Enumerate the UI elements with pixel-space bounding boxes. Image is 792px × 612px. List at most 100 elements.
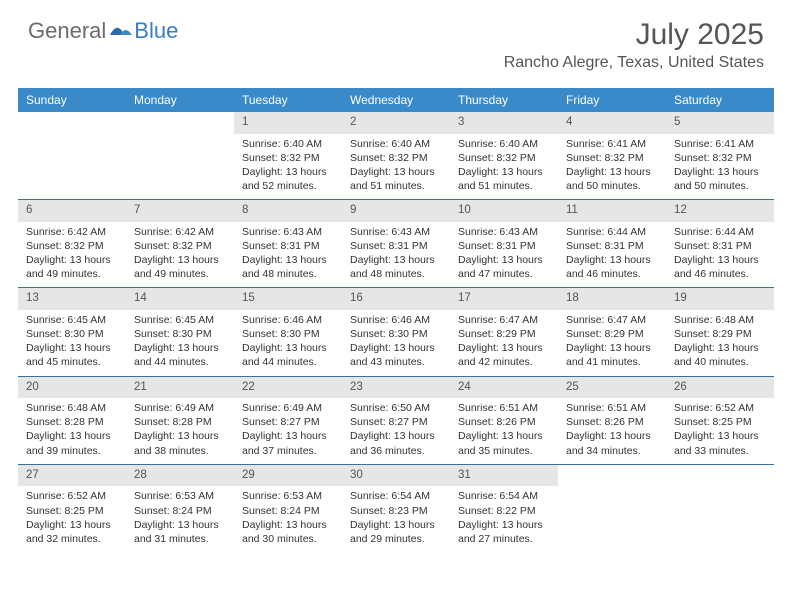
logo-text-general: General xyxy=(28,18,106,44)
sunset-text: Sunset: 8:30 PM xyxy=(242,327,336,341)
calendar-day: 17Sunrise: 6:47 AMSunset: 8:29 PMDayligh… xyxy=(450,288,558,375)
calendar-day: 8Sunrise: 6:43 AMSunset: 8:31 PMDaylight… xyxy=(234,200,342,287)
sunrise-text: Sunrise: 6:52 AM xyxy=(26,489,120,503)
day-details: Sunrise: 6:40 AMSunset: 8:32 PMDaylight:… xyxy=(342,134,450,200)
sunrise-text: Sunrise: 6:45 AM xyxy=(134,313,228,327)
calendar-day: 7Sunrise: 6:42 AMSunset: 8:32 PMDaylight… xyxy=(126,200,234,287)
daylight-text: Daylight: 13 hours and 48 minutes. xyxy=(242,253,336,281)
calendar-day: 3Sunrise: 6:40 AMSunset: 8:32 PMDaylight… xyxy=(450,112,558,199)
calendar-day: 30Sunrise: 6:54 AMSunset: 8:23 PMDayligh… xyxy=(342,465,450,552)
day-number: 18 xyxy=(558,288,666,310)
weekday-header: Saturday xyxy=(666,88,774,112)
day-number: 16 xyxy=(342,288,450,310)
day-details: Sunrise: 6:53 AMSunset: 8:24 PMDaylight:… xyxy=(234,486,342,552)
title-block: July 2025 Rancho Alegre, Texas, United S… xyxy=(504,18,764,72)
sunset-text: Sunset: 8:32 PM xyxy=(134,239,228,253)
day-details: Sunrise: 6:43 AMSunset: 8:31 PMDaylight:… xyxy=(234,222,342,288)
daylight-text: Daylight: 13 hours and 30 minutes. xyxy=(242,518,336,546)
sunrise-text: Sunrise: 6:51 AM xyxy=(566,401,660,415)
day-number: 31 xyxy=(450,465,558,487)
sunset-text: Sunset: 8:22 PM xyxy=(458,504,552,518)
day-number: 2 xyxy=(342,112,450,134)
sunrise-text: Sunrise: 6:40 AM xyxy=(242,137,336,151)
calendar-day: 21Sunrise: 6:49 AMSunset: 8:28 PMDayligh… xyxy=(126,377,234,464)
sunrise-text: Sunrise: 6:41 AM xyxy=(674,137,768,151)
sunset-text: Sunset: 8:28 PM xyxy=(134,415,228,429)
sunrise-text: Sunrise: 6:44 AM xyxy=(566,225,660,239)
sunrise-text: Sunrise: 6:41 AM xyxy=(566,137,660,151)
day-number: 1 xyxy=(234,112,342,134)
sunset-text: Sunset: 8:28 PM xyxy=(26,415,120,429)
day-number: 12 xyxy=(666,200,774,222)
day-details: Sunrise: 6:46 AMSunset: 8:30 PMDaylight:… xyxy=(342,310,450,376)
sunrise-text: Sunrise: 6:47 AM xyxy=(458,313,552,327)
calendar-day: 10Sunrise: 6:43 AMSunset: 8:31 PMDayligh… xyxy=(450,200,558,287)
sunrise-text: Sunrise: 6:46 AM xyxy=(350,313,444,327)
calendar-day: 15Sunrise: 6:46 AMSunset: 8:30 PMDayligh… xyxy=(234,288,342,375)
calendar-day: 4Sunrise: 6:41 AMSunset: 8:32 PMDaylight… xyxy=(558,112,666,199)
weekday-header: Thursday xyxy=(450,88,558,112)
day-details: Sunrise: 6:43 AMSunset: 8:31 PMDaylight:… xyxy=(342,222,450,288)
calendar-day: 20Sunrise: 6:48 AMSunset: 8:28 PMDayligh… xyxy=(18,377,126,464)
sunrise-text: Sunrise: 6:44 AM xyxy=(674,225,768,239)
day-number: 17 xyxy=(450,288,558,310)
calendar-day: 22Sunrise: 6:49 AMSunset: 8:27 PMDayligh… xyxy=(234,377,342,464)
daylight-text: Daylight: 13 hours and 33 minutes. xyxy=(674,429,768,457)
day-details: Sunrise: 6:49 AMSunset: 8:27 PMDaylight:… xyxy=(234,398,342,464)
day-details: Sunrise: 6:50 AMSunset: 8:27 PMDaylight:… xyxy=(342,398,450,464)
daylight-text: Daylight: 13 hours and 52 minutes. xyxy=(242,165,336,193)
page-title: July 2025 xyxy=(504,18,764,52)
sunrise-text: Sunrise: 6:49 AM xyxy=(242,401,336,415)
calendar-week-row: 1Sunrise: 6:40 AMSunset: 8:32 PMDaylight… xyxy=(18,112,774,200)
daylight-text: Daylight: 13 hours and 40 minutes. xyxy=(674,341,768,369)
day-details: Sunrise: 6:42 AMSunset: 8:32 PMDaylight:… xyxy=(126,222,234,288)
calendar-day: 25Sunrise: 6:51 AMSunset: 8:26 PMDayligh… xyxy=(558,377,666,464)
day-details: Sunrise: 6:51 AMSunset: 8:26 PMDaylight:… xyxy=(558,398,666,464)
weekday-header: Friday xyxy=(558,88,666,112)
sunset-text: Sunset: 8:30 PM xyxy=(134,327,228,341)
day-details: Sunrise: 6:41 AMSunset: 8:32 PMDaylight:… xyxy=(666,134,774,200)
day-details: Sunrise: 6:42 AMSunset: 8:32 PMDaylight:… xyxy=(18,222,126,288)
weekday-header: Sunday xyxy=(18,88,126,112)
day-details: Sunrise: 6:43 AMSunset: 8:31 PMDaylight:… xyxy=(450,222,558,288)
daylight-text: Daylight: 13 hours and 32 minutes. xyxy=(26,518,120,546)
calendar-day: 29Sunrise: 6:53 AMSunset: 8:24 PMDayligh… xyxy=(234,465,342,552)
day-details: Sunrise: 6:51 AMSunset: 8:26 PMDaylight:… xyxy=(450,398,558,464)
sunset-text: Sunset: 8:24 PM xyxy=(242,504,336,518)
daylight-text: Daylight: 13 hours and 49 minutes. xyxy=(134,253,228,281)
daylight-text: Daylight: 13 hours and 51 minutes. xyxy=(458,165,552,193)
day-number: 9 xyxy=(342,200,450,222)
sunrise-text: Sunrise: 6:50 AM xyxy=(350,401,444,415)
calendar-week-row: 27Sunrise: 6:52 AMSunset: 8:25 PMDayligh… xyxy=(18,465,774,552)
day-details: Sunrise: 6:52 AMSunset: 8:25 PMDaylight:… xyxy=(18,486,126,552)
sunset-text: Sunset: 8:32 PM xyxy=(674,151,768,165)
page-header: General Blue July 2025 Rancho Alegre, Te… xyxy=(0,0,792,80)
day-details: Sunrise: 6:52 AMSunset: 8:25 PMDaylight:… xyxy=(666,398,774,464)
calendar-week-row: 20Sunrise: 6:48 AMSunset: 8:28 PMDayligh… xyxy=(18,377,774,465)
day-number: 10 xyxy=(450,200,558,222)
day-number: 23 xyxy=(342,377,450,399)
sunset-text: Sunset: 8:29 PM xyxy=(458,327,552,341)
sunset-text: Sunset: 8:27 PM xyxy=(242,415,336,429)
daylight-text: Daylight: 13 hours and 27 minutes. xyxy=(458,518,552,546)
sunset-text: Sunset: 8:32 PM xyxy=(26,239,120,253)
day-number: 14 xyxy=(126,288,234,310)
calendar-day: 1Sunrise: 6:40 AMSunset: 8:32 PMDaylight… xyxy=(234,112,342,199)
daylight-text: Daylight: 13 hours and 49 minutes. xyxy=(26,253,120,281)
weekday-header: Tuesday xyxy=(234,88,342,112)
weekday-header: Wednesday xyxy=(342,88,450,112)
day-number: 22 xyxy=(234,377,342,399)
weekday-header-row: SundayMondayTuesdayWednesdayThursdayFrid… xyxy=(18,88,774,112)
calendar-day: 24Sunrise: 6:51 AMSunset: 8:26 PMDayligh… xyxy=(450,377,558,464)
sunset-text: Sunset: 8:25 PM xyxy=(674,415,768,429)
day-number: 19 xyxy=(666,288,774,310)
sunset-text: Sunset: 8:31 PM xyxy=(674,239,768,253)
sunset-text: Sunset: 8:27 PM xyxy=(350,415,444,429)
calendar-day: 26Sunrise: 6:52 AMSunset: 8:25 PMDayligh… xyxy=(666,377,774,464)
calendar-day: 6Sunrise: 6:42 AMSunset: 8:32 PMDaylight… xyxy=(18,200,126,287)
sunrise-text: Sunrise: 6:49 AM xyxy=(134,401,228,415)
weekday-header: Monday xyxy=(126,88,234,112)
day-details: Sunrise: 6:48 AMSunset: 8:28 PMDaylight:… xyxy=(18,398,126,464)
day-details: Sunrise: 6:47 AMSunset: 8:29 PMDaylight:… xyxy=(450,310,558,376)
day-details: Sunrise: 6:45 AMSunset: 8:30 PMDaylight:… xyxy=(126,310,234,376)
